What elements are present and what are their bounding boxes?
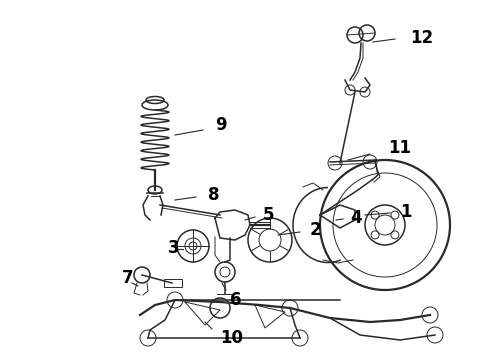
Text: 9: 9	[215, 116, 227, 134]
Text: 6: 6	[230, 291, 242, 309]
Text: 5: 5	[263, 206, 274, 224]
Text: 3: 3	[168, 239, 180, 257]
Text: 11: 11	[388, 139, 411, 157]
Text: 10: 10	[220, 329, 243, 347]
Text: 4: 4	[350, 209, 362, 227]
Text: 12: 12	[410, 29, 433, 47]
Text: 2: 2	[310, 221, 321, 239]
Text: 1: 1	[400, 203, 412, 221]
Text: 8: 8	[208, 186, 220, 204]
Text: 7: 7	[122, 269, 134, 287]
